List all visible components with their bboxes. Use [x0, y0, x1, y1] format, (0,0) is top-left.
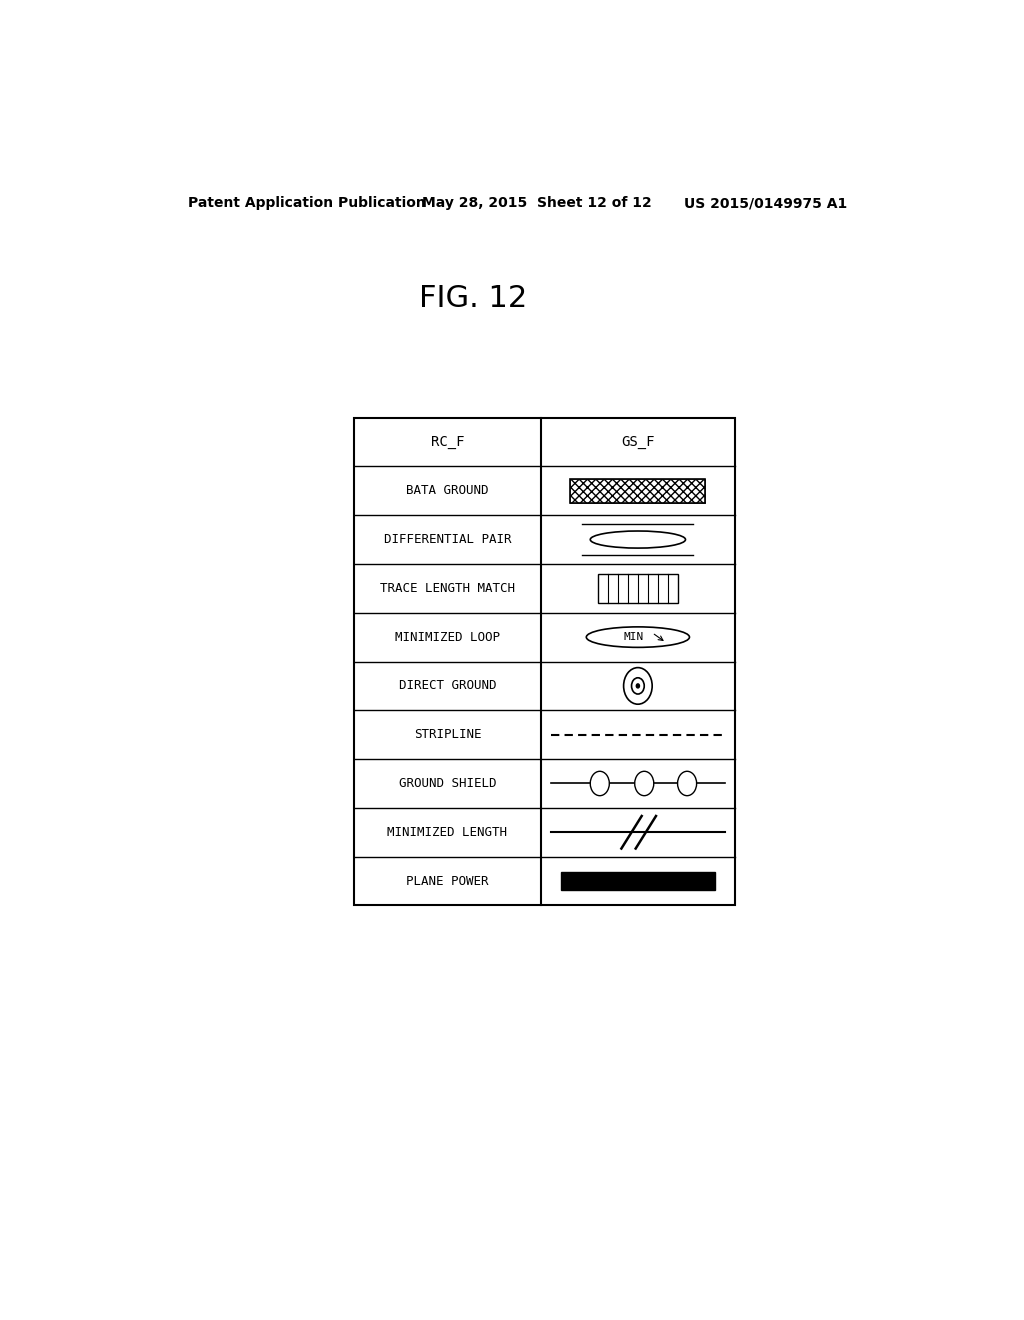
Bar	[354, 417, 735, 906]
Bar	[570, 479, 706, 503]
Text: RC_F: RC_F	[431, 436, 464, 449]
Text: DIFFERENTIAL PAIR: DIFFERENTIAL PAIR	[384, 533, 511, 546]
Text: US 2015/0149975 A1: US 2015/0149975 A1	[684, 197, 847, 210]
Text: BATA GROUND: BATA GROUND	[407, 484, 488, 498]
Text: FIG. 12: FIG. 12	[419, 284, 527, 313]
Bar	[598, 574, 678, 603]
Text: MINIMIZED LENGTH: MINIMIZED LENGTH	[387, 826, 508, 838]
Text: DIRECT GROUND: DIRECT GROUND	[398, 680, 497, 693]
Bar	[560, 871, 715, 890]
Text: TRACE LENGTH MATCH: TRACE LENGTH MATCH	[380, 582, 515, 595]
Circle shape	[678, 771, 696, 796]
Text: GS_F: GS_F	[622, 436, 654, 449]
Text: MIN: MIN	[624, 632, 644, 642]
Text: MINIMIZED LOOP: MINIMIZED LOOP	[395, 631, 500, 644]
Text: Patent Application Publication: Patent Application Publication	[187, 197, 425, 210]
Text: STRIPLINE: STRIPLINE	[414, 729, 481, 742]
Circle shape	[590, 771, 609, 796]
Text: GROUND SHIELD: GROUND SHIELD	[398, 777, 497, 789]
Text: PLANE POWER: PLANE POWER	[407, 875, 488, 887]
Circle shape	[636, 684, 639, 688]
Circle shape	[635, 771, 653, 796]
Text: May 28, 2015  Sheet 12 of 12: May 28, 2015 Sheet 12 of 12	[422, 197, 651, 210]
Bar	[570, 479, 706, 503]
